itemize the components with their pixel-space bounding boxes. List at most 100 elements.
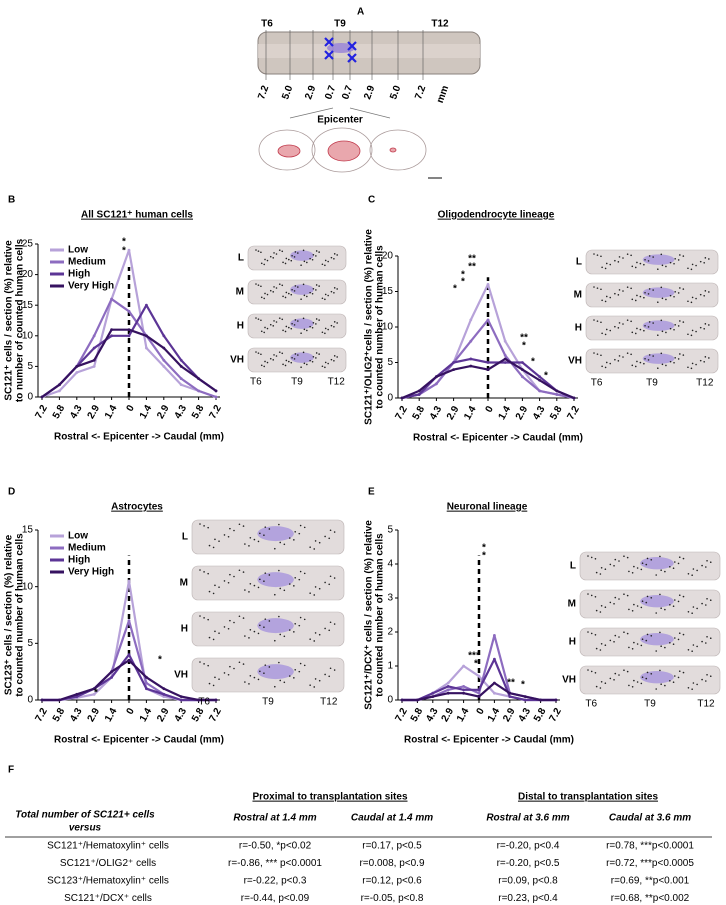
x-tick-label: 2.9 — [155, 403, 172, 421]
data-point — [214, 698, 218, 702]
cell-dot — [311, 258, 314, 261]
cell-dot — [278, 249, 281, 251]
cell-dot — [674, 675, 676, 677]
cell-dot — [333, 292, 335, 294]
cell-dot — [633, 641, 635, 644]
cell-dot — [294, 669, 297, 671]
x-axis-label: Rostral <- Epicenter -> Caudal (mm) — [404, 735, 574, 746]
inset-row-label: L — [570, 561, 576, 572]
cell-dot — [336, 322, 338, 324]
cell-dot — [244, 681, 246, 683]
cell-dot — [248, 545, 250, 547]
cell-dot — [613, 603, 615, 605]
data-point — [521, 368, 524, 371]
cell-dot — [678, 670, 681, 672]
y-tick-label: 15 — [22, 300, 34, 311]
data-point — [486, 283, 490, 286]
data-point — [431, 691, 435, 695]
cell-dot — [288, 326, 290, 329]
graft-area — [640, 595, 674, 608]
cell-dot — [687, 687, 690, 689]
cell-dot — [706, 560, 708, 562]
cell-dot — [604, 267, 607, 270]
cell-dot — [604, 300, 607, 303]
cell-dot — [703, 361, 705, 363]
cell-dot — [321, 365, 324, 368]
data-point — [486, 318, 490, 322]
cell-dot — [312, 254, 315, 256]
graft-area — [640, 671, 674, 684]
level-label: T9 — [334, 19, 346, 30]
cell-dot — [279, 679, 282, 682]
cell-dot — [313, 686, 316, 688]
data-point — [538, 375, 541, 379]
cell-dot — [677, 292, 680, 294]
table-row-label: SC121⁺/DCX⁺ cells — [64, 893, 152, 904]
cell-dot — [257, 632, 260, 635]
cell-dot — [203, 617, 205, 619]
cell-dot — [274, 547, 276, 550]
cell-dot — [691, 296, 694, 299]
cell-dot — [696, 607, 698, 610]
cell-dot — [609, 639, 612, 642]
cell-dot — [199, 523, 201, 525]
cell-dot — [640, 682, 643, 685]
unit-label: mm — [435, 84, 451, 105]
cell-dot — [279, 541, 282, 544]
data-point — [75, 692, 79, 696]
cell-dot — [297, 354, 299, 356]
cell-dot — [595, 571, 598, 574]
cell-dot — [665, 364, 667, 367]
cell-dot — [677, 676, 680, 679]
cell-dot — [278, 569, 280, 572]
cell-dot — [269, 289, 272, 292]
graft-area — [290, 318, 314, 329]
cell-dot — [264, 360, 266, 363]
cell-dot — [690, 334, 693, 337]
cell-dot — [257, 540, 260, 543]
cell-dot — [669, 261, 672, 264]
cell-dot — [600, 321, 602, 324]
cell-dot — [630, 353, 632, 356]
cell-dot — [657, 367, 659, 370]
cell-dot — [333, 253, 336, 255]
cell-dot — [244, 543, 246, 545]
cell-dot — [705, 680, 707, 682]
data-point — [162, 334, 166, 338]
significance: * — [522, 341, 526, 352]
cell-dot — [631, 686, 634, 688]
cell-dot — [282, 329, 284, 332]
cell-dot — [628, 608, 630, 611]
cell-dot — [630, 287, 632, 290]
cell-dot — [617, 294, 620, 296]
inset-row-label: M — [180, 578, 188, 589]
cell-dot — [199, 661, 201, 663]
cell-dot — [609, 362, 612, 365]
y-axis-label: to counted number of human cells — [375, 533, 386, 697]
significance: * — [482, 551, 486, 562]
y-tick-label: 0 — [387, 393, 393, 404]
cell-dot — [622, 356, 624, 358]
cell-dot — [677, 259, 680, 261]
cell-dot — [303, 362, 306, 365]
panel-label: E — [368, 487, 375, 498]
cell-dot — [657, 334, 659, 337]
cell-dot — [303, 328, 306, 331]
cell-dot — [657, 268, 659, 271]
data-point — [469, 318, 473, 322]
cell-dot — [255, 317, 257, 319]
data-point — [446, 691, 450, 695]
x-tick-label: 4.3 — [424, 706, 441, 724]
cell-dot — [248, 637, 250, 639]
cell-dot — [600, 255, 602, 258]
graft-area — [257, 572, 294, 588]
data-point — [110, 328, 113, 332]
cell-dot — [229, 527, 231, 530]
x-tick-label: 5.8 — [532, 706, 549, 724]
cell-dot — [623, 593, 625, 595]
cell-dot — [587, 593, 589, 595]
cell-dot — [636, 360, 638, 363]
cell-dot — [260, 251, 262, 254]
cell-dot — [641, 676, 644, 678]
data-point — [462, 691, 465, 695]
